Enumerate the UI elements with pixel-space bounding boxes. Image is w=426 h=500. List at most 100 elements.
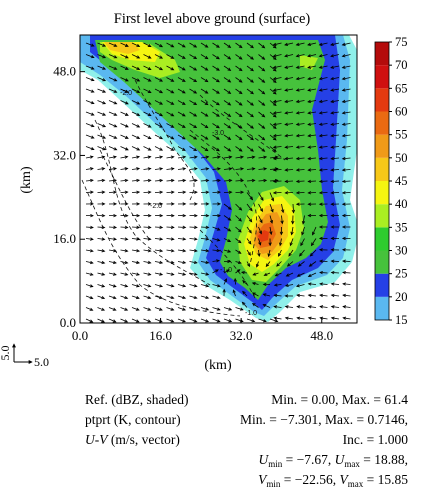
wind-vector: [212, 77, 220, 83]
temperature-contours: -2.0 -3.0 -2.0 -1.0 -1.0: [81, 79, 286, 317]
wind-vector: [120, 42, 129, 47]
wind-vector-head: [181, 44, 186, 48]
wind-vector: [166, 88, 174, 94]
wind-vector-head: [290, 231, 294, 236]
wind-vector-head: [228, 307, 233, 311]
wind-vector-head: [216, 227, 221, 231]
wind-vector: [177, 146, 186, 151]
wind-vector: [166, 295, 174, 299]
wind-vector-head: [262, 293, 267, 297]
wind-vector: [307, 100, 317, 103]
colorbar-tick-label: 15: [395, 313, 408, 327]
wind-vector-head: [216, 102, 220, 106]
wind-vector: [85, 179, 94, 182]
wind-vector-head: [330, 282, 335, 286]
wind-vector-head: [261, 148, 266, 152]
x-tick-label: 32.0: [230, 328, 253, 343]
wind-vector-head: [272, 79, 277, 84]
wind-vector-head: [204, 78, 209, 83]
contour-label: -2.0: [150, 203, 162, 210]
wind-vector: [330, 42, 340, 46]
wind-vector-head: [101, 284, 106, 288]
wind-vector: [285, 306, 294, 308]
legend-uv: U-V (m/s, vector): [85, 431, 180, 448]
wind-vector-head: [272, 114, 277, 118]
wind-vector: [284, 42, 294, 46]
wind-vector-head: [330, 236, 335, 241]
wind-vector-head: [194, 225, 198, 229]
wind-vector: [258, 168, 267, 170]
wind-vector-head: [112, 319, 117, 323]
wind-vector: [166, 100, 174, 105]
wind-vector: [223, 42, 231, 48]
wind-vector-head: [237, 250, 242, 254]
wind-vector-head: [147, 89, 152, 93]
wind-vector-head: [272, 145, 277, 149]
wind-vector-head: [125, 101, 129, 105]
wind-vector: [154, 272, 163, 276]
wind-vector: [200, 146, 208, 152]
wind-vector-head: [193, 272, 198, 276]
wind-vector: [131, 65, 140, 70]
wind-vector-head: [251, 292, 256, 296]
wind-vector-head: [101, 237, 106, 241]
wind-vector-head: [124, 272, 129, 276]
wind-vector: [296, 77, 305, 80]
wind-vector: [131, 168, 140, 170]
wind-vector-head: [204, 44, 209, 48]
wind-vector: [235, 179, 244, 182]
wind-vector: [85, 284, 93, 288]
y-axis-ticks: 0.0 16.0 32.0 48.0: [53, 64, 85, 330]
wind-vector-head: [217, 213, 221, 218]
wind-vector: [120, 238, 128, 240]
wind-vector: [235, 226, 242, 233]
wind-vector-head: [113, 124, 118, 128]
wind-vector-head: [296, 293, 301, 298]
wind-vector: [200, 168, 209, 170]
wind-vector-head: [291, 209, 296, 214]
wind-vector-head: [318, 54, 323, 58]
wind-vector-head: [147, 307, 152, 311]
wind-vector-head: [102, 124, 107, 128]
wind-vector-head: [307, 156, 312, 161]
wind-vector: [166, 77, 174, 82]
wind-vector: [246, 65, 254, 72]
x-tick-label: 0.0: [72, 328, 88, 343]
chart-title: First level above ground (surface): [114, 11, 311, 27]
wind-vector: [212, 269, 219, 274]
wind-vector-head: [242, 290, 246, 295]
wind-vector: [143, 42, 152, 47]
wind-vector-head: [261, 79, 266, 83]
wind-vector-head: [147, 178, 152, 183]
colorbar-tick-label: 60: [395, 105, 408, 119]
wind-vector-head: [159, 190, 164, 194]
wind-vector-head: [307, 305, 312, 309]
colorbar: 15 20 25 30 35 40 45 50 55 60 65 70 75: [374, 35, 408, 327]
wind-vector-head: [263, 178, 268, 183]
wind-vector: [308, 317, 317, 320]
wind-vector-head: [251, 282, 256, 286]
wind-vector-head: [216, 44, 220, 48]
wind-vector-head: [330, 99, 335, 104]
wind-vector: [177, 77, 186, 82]
wind-vector-head: [205, 190, 210, 194]
wind-vector: [120, 318, 128, 323]
wind-vector: [296, 88, 305, 91]
wind-vector: [246, 54, 254, 60]
wind-vector-head: [319, 305, 324, 309]
wind-vector-head: [250, 67, 254, 72]
wind-vector: [319, 169, 328, 171]
wind-vector: [97, 318, 105, 323]
wind-vector-head: [216, 238, 221, 242]
wind-vector: [120, 168, 128, 170]
wind-vector: [85, 123, 94, 127]
wind-vector-head: [216, 79, 220, 83]
wind-vector: [143, 318, 151, 323]
wind-vector-head: [227, 238, 232, 242]
wind-vector-head: [318, 42, 323, 46]
wind-vector-head: [182, 307, 187, 311]
wind-vector: [307, 54, 317, 57]
wind-vector-head: [269, 231, 273, 236]
wind-vector-head: [182, 237, 187, 241]
colorbar-tick-label: 70: [395, 58, 408, 72]
